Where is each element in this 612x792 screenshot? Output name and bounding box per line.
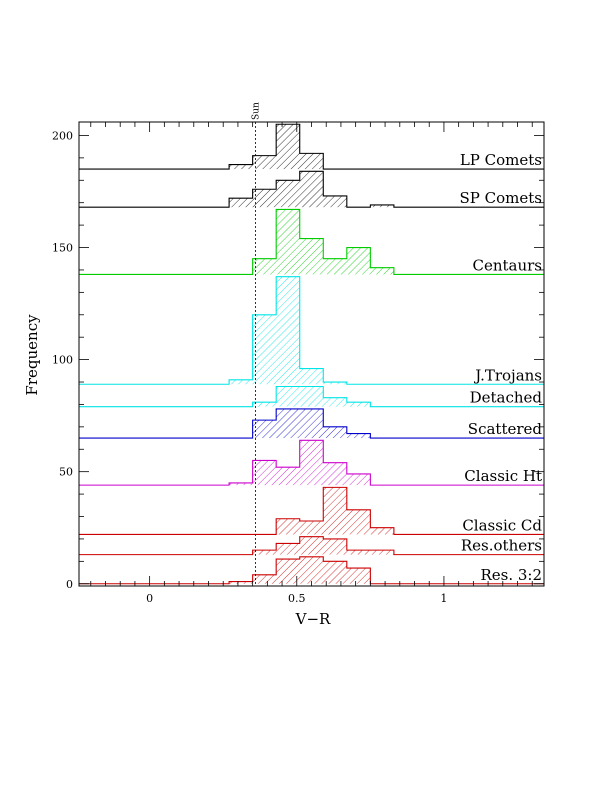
centaurs-outline bbox=[79, 208, 544, 275]
classic-ht-bar bbox=[229, 482, 253, 486]
centaurs-bar bbox=[370, 267, 394, 275]
res-3-2-bar bbox=[323, 561, 347, 584]
res-3-2-bar bbox=[346, 568, 371, 584]
classic-cd-bar bbox=[323, 487, 347, 535]
series-label-j-trojans: J.Trojans bbox=[473, 366, 542, 384]
sp-comets-bar bbox=[252, 189, 277, 208]
series-centaurs bbox=[79, 208, 544, 275]
res-others-bar bbox=[323, 538, 347, 555]
labels-layer: LP Comets SP Comets Centaurs J.Trojans Detac… bbox=[52, 102, 542, 605]
y-tick-label: 50 bbox=[59, 466, 73, 479]
res-3-2-bar bbox=[299, 556, 324, 584]
lp-comets-bar bbox=[299, 153, 324, 170]
scattered-bar bbox=[346, 433, 371, 439]
classic-ht-bar bbox=[299, 440, 324, 486]
j-trojans-bar bbox=[299, 368, 324, 385]
series-label-res-others: Res.others bbox=[461, 537, 542, 555]
res-others-bar bbox=[276, 543, 300, 555]
y-tick-label: 100 bbox=[52, 354, 73, 367]
res-3-2-bar bbox=[276, 559, 300, 584]
j-trojans-outline bbox=[79, 276, 544, 385]
series-res-others bbox=[79, 536, 544, 556]
sp-comets-bar bbox=[370, 204, 394, 208]
res-3-2-bar bbox=[229, 581, 253, 584]
centaurs-bar bbox=[276, 209, 300, 275]
res-others-outline bbox=[79, 536, 544, 556]
detached-bar bbox=[252, 402, 277, 407]
series-label-detached: Detached bbox=[470, 389, 543, 407]
sp-comets-bar bbox=[299, 171, 324, 208]
series-label-scattered: Scattered bbox=[468, 420, 543, 438]
res-3-2-bar bbox=[252, 574, 277, 584]
series-res-3-2 bbox=[79, 556, 544, 585]
series-j-trojans bbox=[79, 276, 544, 385]
lp-comets-bar bbox=[252, 155, 277, 170]
series-sp-comets bbox=[79, 170, 544, 208]
res-others-bar bbox=[299, 536, 324, 555]
series-layer bbox=[79, 123, 544, 585]
classic-cd-outline bbox=[79, 486, 544, 535]
sp-comets-outline bbox=[79, 170, 544, 208]
scattered-bar bbox=[276, 408, 300, 439]
centaurs-bar bbox=[299, 238, 324, 275]
centaurs-bar bbox=[323, 258, 347, 275]
series-label-classic-cd: Classic Cd bbox=[462, 516, 542, 534]
series-label-res-3-2: Res. 3:2 bbox=[480, 566, 542, 584]
detached-bar bbox=[299, 386, 324, 407]
x-tick-label: 0.5 bbox=[288, 592, 306, 605]
y-tick-label: 200 bbox=[52, 129, 73, 142]
detached-bar bbox=[323, 397, 347, 407]
j-trojans-bar bbox=[229, 379, 253, 385]
res-others-bar bbox=[252, 550, 277, 555]
scattered-bar bbox=[323, 426, 347, 439]
y-tick-label: 150 bbox=[52, 242, 73, 255]
lp-comets-bar bbox=[229, 164, 253, 170]
classic-ht-bar bbox=[346, 473, 371, 486]
classic-cd-bar bbox=[276, 518, 300, 535]
sp-comets-bar bbox=[229, 198, 253, 208]
j-trojans-bar bbox=[276, 276, 300, 385]
series-scattered bbox=[79, 408, 544, 439]
sp-comets-bar bbox=[323, 195, 347, 208]
res-3-2-outline bbox=[79, 556, 544, 585]
scattered-bar bbox=[252, 420, 277, 439]
series-label-centaurs: Centaurs bbox=[472, 256, 542, 274]
sp-comets-bar bbox=[276, 180, 300, 208]
y-axis-title: Frequency bbox=[23, 314, 41, 396]
classic-ht-bar bbox=[252, 460, 277, 486]
series-label-classic-ht: Classic Ht bbox=[464, 467, 542, 485]
series-classic-cd bbox=[79, 486, 544, 535]
x-axis-title: V−R bbox=[295, 610, 331, 628]
x-tick-label: 0 bbox=[146, 592, 153, 605]
lp-comets-bar bbox=[276, 124, 300, 170]
centaurs-bar bbox=[252, 258, 277, 275]
series-label-sp-comets: SP Comets bbox=[460, 189, 542, 207]
classic-cd-bar bbox=[299, 520, 324, 535]
classic-ht-outline bbox=[79, 439, 544, 486]
j-trojans-bar bbox=[252, 314, 277, 385]
sun-label: Sun bbox=[252, 102, 262, 120]
classic-cd-bar bbox=[346, 509, 371, 535]
j-trojans-bar bbox=[323, 382, 347, 385]
scattered-outline bbox=[79, 408, 544, 439]
classic-ht-bar bbox=[276, 467, 300, 486]
series-detached bbox=[79, 385, 544, 408]
series-classic-ht bbox=[79, 439, 544, 486]
detached-bar bbox=[276, 386, 300, 407]
res-others-bar bbox=[370, 550, 394, 555]
lp-comets-outline bbox=[79, 123, 544, 170]
classic-ht-bar bbox=[323, 462, 347, 486]
series-label-lp-comets: LP Comets bbox=[460, 151, 542, 169]
detached-outline bbox=[79, 385, 544, 408]
axes-layer bbox=[78, 121, 545, 587]
classic-cd-bar bbox=[370, 527, 394, 535]
centaurs-bar bbox=[346, 247, 371, 275]
y-tick-label: 0 bbox=[66, 578, 73, 591]
scattered-bar bbox=[299, 408, 324, 439]
x-tick-label: 1 bbox=[440, 592, 447, 605]
detached-bar bbox=[346, 402, 371, 407]
res-others-bar bbox=[346, 550, 371, 555]
series-lp-comets bbox=[79, 123, 544, 170]
